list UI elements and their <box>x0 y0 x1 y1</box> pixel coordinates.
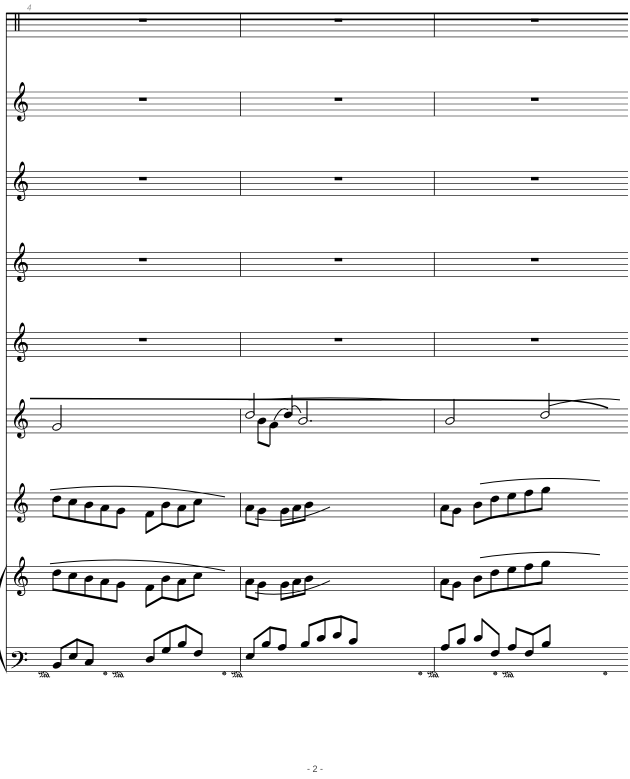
svg-text:𝄞: 𝄞 <box>10 557 30 597</box>
svg-text:𝄞: 𝄞 <box>10 161 30 201</box>
svg-text:𝆮: 𝆮 <box>427 667 440 688</box>
svg-text:𝆯: 𝆯 <box>603 668 608 685</box>
svg-text:𝄞: 𝄞 <box>10 82 30 122</box>
svg-text:𝆮: 𝆮 <box>38 667 51 688</box>
svg-text:𝄞: 𝄞 <box>10 483 30 523</box>
svg-text:𝄞: 𝄞 <box>10 322 30 362</box>
svg-text:𝆯: 𝆯 <box>222 668 227 685</box>
svg-text:- 2 -: - 2 - <box>307 764 323 774</box>
svg-text:𝆯: 𝆯 <box>493 668 498 685</box>
svg-text:𝆮: 𝆮 <box>502 667 515 688</box>
svg-text:𝆯: 𝆯 <box>103 668 108 685</box>
svg-text:𝆮: 𝆮 <box>231 667 244 688</box>
svg-text:𝆮: 𝆮 <box>112 667 125 688</box>
svg-text:𝆯: 𝆯 <box>418 668 423 685</box>
svg-text:𝄢: 𝄢 <box>9 647 28 680</box>
svg-text:𝄞: 𝄞 <box>10 399 30 439</box>
svg-text:𝄞: 𝄞 <box>10 242 30 282</box>
svg-text:4: 4 <box>27 4 32 13</box>
